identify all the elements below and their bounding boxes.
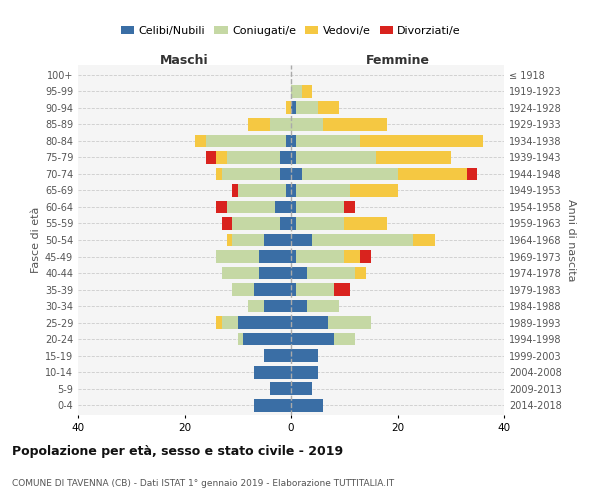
Bar [280,151,291,164]
Bar [291,316,328,329]
Bar [413,234,435,246]
Bar [360,134,483,147]
Bar [222,316,238,329]
Bar [291,134,296,147]
Bar [323,118,387,131]
Y-axis label: Anni di nascita: Anni di nascita [566,198,575,281]
Bar [296,151,376,164]
Bar [296,217,344,230]
Bar [296,134,360,147]
Bar [291,168,302,180]
Bar [291,217,296,230]
Bar [313,234,413,246]
Legend: Celibi/Nubili, Coniugati/e, Vedovi/e, Divorziati/e: Celibi/Nubili, Coniugati/e, Vedovi/e, Di… [116,22,466,40]
Bar [232,184,238,197]
Bar [280,217,291,230]
Bar [360,250,371,263]
Bar [291,85,302,98]
Bar [259,266,291,280]
Bar [222,168,280,180]
Bar [296,184,350,197]
Bar [243,332,291,345]
Y-axis label: Fasce di età: Fasce di età [31,207,41,273]
Bar [296,200,344,213]
Bar [227,200,275,213]
Bar [291,234,313,246]
Bar [291,300,307,312]
Bar [328,316,371,329]
Bar [291,283,296,296]
Bar [291,332,334,345]
Bar [296,250,344,263]
Bar [227,151,280,164]
Bar [307,300,339,312]
Text: Popolazione per età, sesso e stato civile - 2019: Popolazione per età, sesso e stato civil… [12,444,343,458]
Bar [296,102,317,114]
Bar [222,217,232,230]
Bar [291,200,296,213]
Bar [217,151,227,164]
Bar [232,283,254,296]
Bar [265,349,291,362]
Bar [275,200,291,213]
Bar [291,398,323,411]
Bar [334,283,350,296]
Bar [238,184,286,197]
Bar [259,250,291,263]
Bar [286,102,291,114]
Bar [238,332,243,345]
Bar [222,266,259,280]
Bar [344,250,360,263]
Bar [296,283,334,296]
Bar [206,134,286,147]
Bar [227,234,232,246]
Bar [286,184,291,197]
Bar [307,266,355,280]
Bar [291,118,323,131]
Bar [350,184,398,197]
Text: COMUNE DI TAVENNA (CB) - Dati ISTAT 1° gennaio 2019 - Elaborazione TUTTITALIA.IT: COMUNE DI TAVENNA (CB) - Dati ISTAT 1° g… [12,478,394,488]
Bar [195,134,206,147]
Bar [291,102,296,114]
Bar [286,134,291,147]
Bar [302,85,312,98]
Bar [217,168,222,180]
Bar [238,316,291,329]
Bar [232,234,265,246]
Bar [254,398,291,411]
Bar [291,382,313,395]
Bar [248,300,265,312]
Bar [217,200,227,213]
Bar [254,366,291,378]
Bar [206,151,217,164]
Bar [344,200,355,213]
Bar [254,283,291,296]
Bar [217,316,222,329]
Bar [376,151,451,164]
Bar [280,168,291,180]
Bar [467,168,478,180]
Bar [291,366,317,378]
Bar [317,102,339,114]
Bar [248,118,270,131]
Bar [291,151,296,164]
Bar [265,234,291,246]
Text: Maschi: Maschi [160,54,209,66]
Bar [398,168,467,180]
Bar [291,250,296,263]
Bar [344,217,387,230]
Bar [291,349,317,362]
Bar [270,382,291,395]
Bar [217,250,259,263]
Bar [334,332,355,345]
Bar [302,168,398,180]
Bar [291,184,296,197]
Bar [355,266,365,280]
Bar [291,266,307,280]
Bar [270,118,291,131]
Bar [265,300,291,312]
Text: Femmine: Femmine [365,54,430,66]
Bar [232,217,280,230]
